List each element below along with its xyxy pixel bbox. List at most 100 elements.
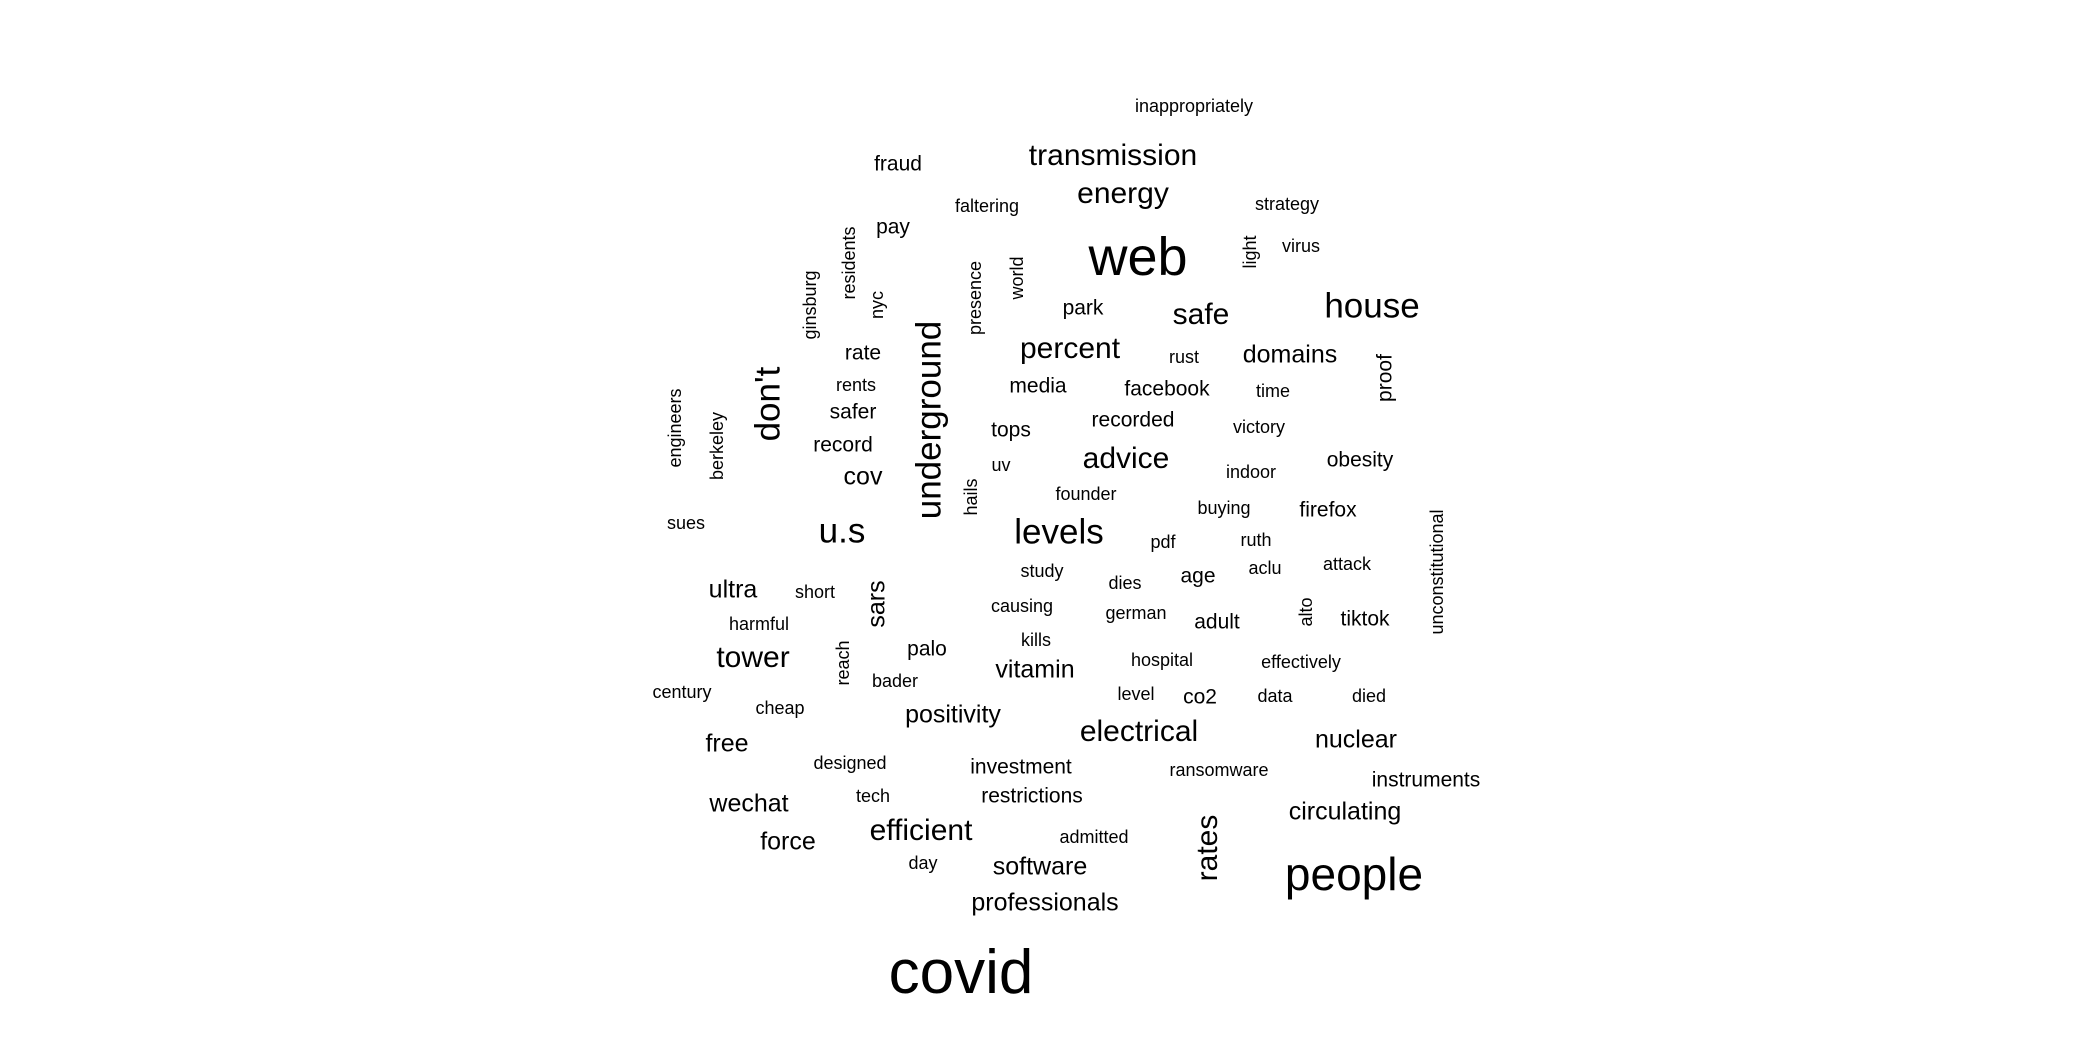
word: media [1009, 374, 1067, 398]
word: century [652, 682, 712, 702]
word: restrictions [981, 784, 1083, 808]
word: investment [970, 755, 1072, 779]
word: uv [991, 455, 1011, 475]
word: german [1105, 603, 1167, 623]
word: rust [1168, 347, 1200, 367]
word: age [1180, 564, 1216, 588]
word: short [794, 582, 836, 602]
word: firefox [1299, 498, 1357, 522]
word: time [1255, 381, 1291, 401]
word: attack [1322, 554, 1372, 574]
word: unconstitutional [1427, 509, 1447, 635]
word: pdf [1150, 532, 1176, 552]
word: level [1117, 684, 1155, 704]
word: presence [965, 260, 985, 336]
word: house [1324, 286, 1420, 326]
word: cheap [755, 698, 805, 718]
word: nyc [867, 290, 887, 320]
word: causing [990, 596, 1054, 616]
word: residents [839, 226, 859, 300]
word: tiktok [1340, 607, 1390, 631]
word: software [992, 852, 1088, 881]
word: ransomware [1169, 760, 1269, 780]
word: ultra [708, 575, 758, 604]
word: safe [1172, 298, 1230, 331]
word: adult [1194, 610, 1240, 634]
word: fraud [874, 152, 922, 176]
word: kills [1021, 630, 1051, 650]
word: record [813, 433, 873, 457]
word: ruth [1240, 530, 1272, 550]
word: virus [1281, 236, 1321, 256]
word: inappropriately [1134, 96, 1254, 116]
word: cov [843, 462, 883, 491]
word: underground [909, 320, 949, 520]
word: rate [844, 341, 882, 365]
word: light [1240, 235, 1260, 269]
word: rates [1191, 814, 1224, 882]
word: tops [991, 418, 1031, 442]
word: ginsburg [800, 270, 820, 340]
word: rents [835, 375, 877, 395]
word: berkeley [707, 411, 727, 481]
word: sues [666, 513, 706, 533]
word: transmission [1028, 139, 1198, 172]
word: effectively [1261, 652, 1341, 672]
word: efficient [869, 814, 973, 847]
word: levels [1014, 512, 1104, 552]
word: people [1284, 848, 1424, 900]
word: instruments [1371, 768, 1481, 792]
word: nuclear [1315, 725, 1397, 754]
word: sars [862, 580, 891, 628]
word: tech [855, 786, 891, 806]
word: palo [907, 637, 947, 661]
word: tower [716, 641, 790, 674]
word: web [1088, 227, 1188, 287]
word: advice [1082, 442, 1170, 475]
word: co2 [1183, 685, 1217, 709]
word: reach [833, 640, 853, 686]
word: u.s [818, 511, 866, 551]
word: vitamin [995, 655, 1075, 684]
word: hospital [1130, 650, 1194, 670]
word: wechat [709, 789, 789, 818]
word: data [1257, 686, 1293, 706]
word: hails [961, 478, 981, 516]
word: electrical [1079, 715, 1199, 748]
word: safer [829, 400, 877, 424]
word: engineers [665, 388, 685, 468]
word: faltering [954, 196, 1020, 216]
word: park [1062, 296, 1104, 320]
word: designed [813, 753, 887, 773]
word: circulating [1288, 797, 1402, 826]
word: force [760, 827, 816, 856]
word: percent [1019, 332, 1121, 365]
word: domains [1242, 340, 1338, 369]
word: world [1007, 256, 1027, 300]
word: buying [1197, 498, 1251, 518]
word: admitted [1059, 827, 1129, 847]
word: founder [1055, 484, 1117, 504]
word: study [1020, 561, 1064, 581]
word: day [908, 853, 938, 873]
word: covid [888, 938, 1034, 1007]
word: alto [1296, 597, 1316, 627]
word: bader [871, 671, 919, 691]
word: aclu [1248, 558, 1282, 578]
word: pay [876, 215, 910, 239]
word: indoor [1225, 462, 1277, 482]
word: facebook [1124, 377, 1210, 401]
word: proof [1373, 354, 1397, 402]
word: professionals [971, 888, 1119, 917]
word: don't [748, 366, 788, 442]
word: free [705, 729, 749, 758]
word: dies [1108, 573, 1142, 593]
word: strategy [1254, 194, 1320, 214]
word: died [1351, 686, 1387, 706]
word: victory [1232, 417, 1286, 437]
word: recorded [1091, 408, 1175, 432]
word: positivity [905, 700, 1001, 729]
word: harmful [728, 614, 790, 634]
word: energy [1077, 177, 1169, 210]
